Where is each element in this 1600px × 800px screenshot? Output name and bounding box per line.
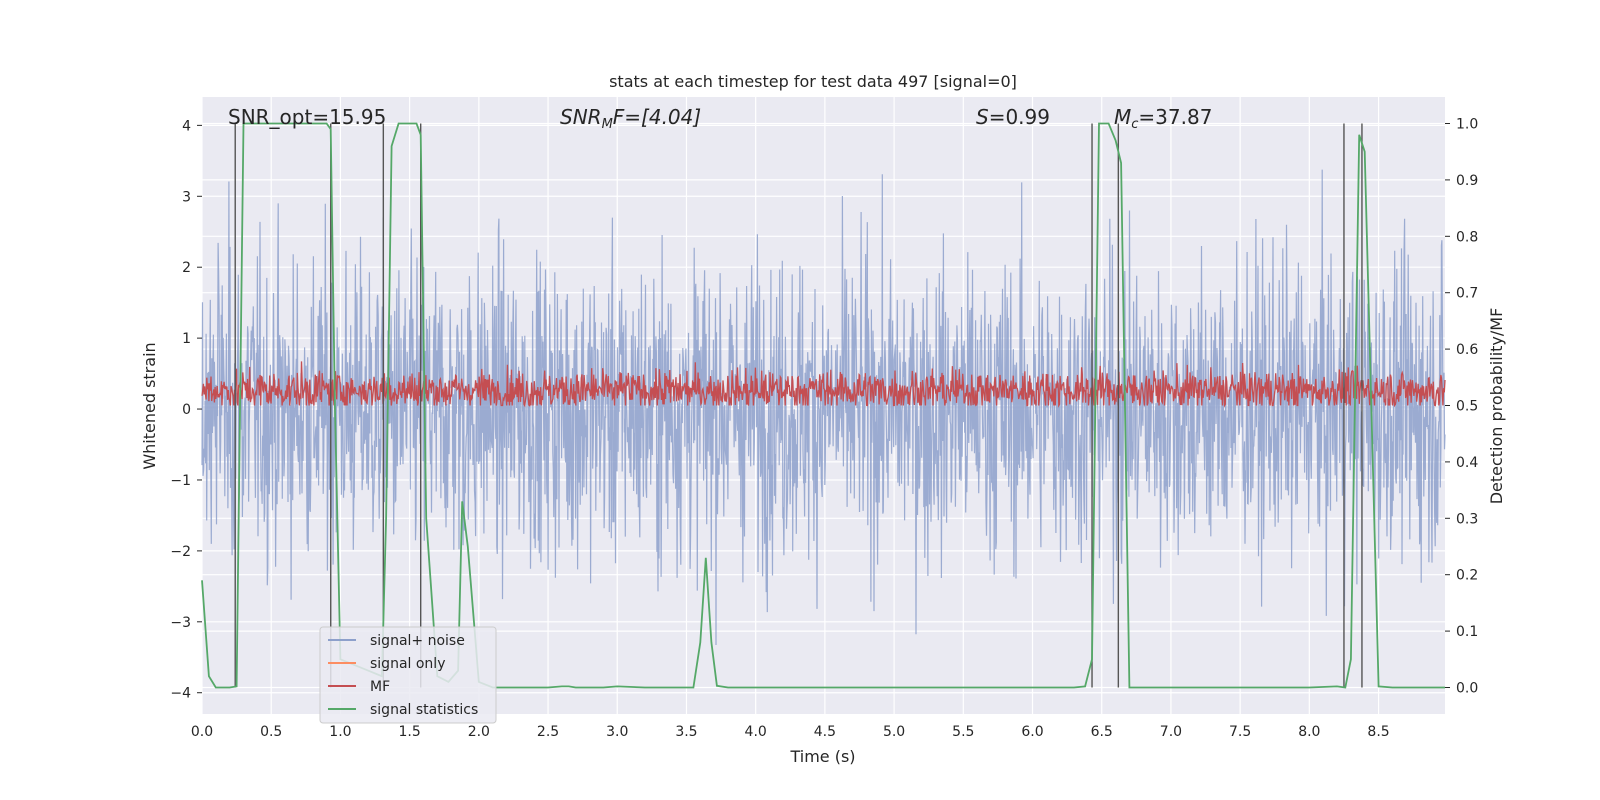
x-tick-label: 2.0 <box>468 724 490 740</box>
y-tick-label: 0 <box>182 402 191 418</box>
x-tick-label: 5.0 <box>883 724 905 740</box>
x-tick-label: 1.0 <box>329 724 351 740</box>
y-right-tick-label: 0.4 <box>1456 455 1478 471</box>
y-tick-label: 4 <box>182 118 191 134</box>
y-axis-right-ticks: 1.0 0.9 0.8 0.7 0.6 0.5 0.4 0.3 0.2 0.1 0.0 <box>1445 117 1478 696</box>
x-tick-label: 8.0 <box>1298 724 1320 740</box>
x-tick-label: 4.5 <box>814 724 836 740</box>
mc-label: M <box>1114 105 1131 129</box>
x-tick-label: 8.5 <box>1367 724 1389 740</box>
y-right-tick-label: 0.2 <box>1456 568 1478 584</box>
legend-entry-noise: signal+ noise <box>370 633 465 649</box>
signal-statistics-series <box>201 122 1445 689</box>
y-axis-right-label: Detection probability/MF <box>1487 308 1506 505</box>
y-tick-label: −2 <box>170 544 191 560</box>
snr-opt-annotation: SNR_opt=15.95 <box>228 105 386 129</box>
signal-statistics-line <box>201 122 1445 689</box>
y-right-tick-label: 0.1 <box>1456 624 1478 640</box>
y-right-tick-label: 0.0 <box>1456 680 1478 696</box>
mf-line <box>201 361 1446 408</box>
s-annotation: S=0.99 <box>976 105 1050 129</box>
x-tick-label: 0.0 <box>191 724 213 740</box>
y-right-tick-label: 1.0 <box>1456 117 1478 133</box>
x-tick-label: 3.5 <box>675 724 697 740</box>
y-tick-label: −3 <box>170 615 191 631</box>
y-tick-label: −4 <box>170 686 191 702</box>
legend-entry-stats: signal statistics <box>370 702 478 718</box>
y-right-tick-label: 0.7 <box>1456 286 1478 302</box>
y-right-tick-label: 0.5 <box>1456 399 1478 415</box>
y-right-tick-label: 0.9 <box>1456 173 1478 189</box>
x-tick-label: 2.5 <box>537 724 559 740</box>
y-tick-label: 2 <box>182 260 191 276</box>
mc-annotation: Mc=37.87 <box>1114 105 1212 132</box>
mf-series <box>201 361 1446 408</box>
x-axis-label: Time (s) <box>789 747 855 766</box>
mc-sub: c <box>1131 117 1138 132</box>
y-axis-ticks: 4 3 2 1 0 −1 −2 −3 −4 <box>170 118 202 702</box>
legend: signal+ noise signal only MF signal stat… <box>319 626 497 724</box>
snr-mf-rest: F=[4.04] <box>613 105 701 129</box>
s-rest: =0.99 <box>989 105 1050 129</box>
x-tick-label: 5.5 <box>952 724 974 740</box>
x-tick-label: 6.0 <box>1021 724 1043 740</box>
snr-mf-sub: M <box>602 117 613 132</box>
chart-title: stats at each timestep for test data 497… <box>609 72 1017 91</box>
x-axis-ticks: 0.0 0.5 1.0 1.5 2.0 2.5 3.0 3.5 4.0 4.5 5.0 5.5 6.0 6… <box>191 724 1390 740</box>
snr-mf-annotation: SNRMF=[4.04] <box>560 105 701 132</box>
x-tick-label: 1.5 <box>398 724 420 740</box>
y-right-tick-label: 0.3 <box>1456 511 1478 527</box>
y-right-tick-label: 0.8 <box>1456 229 1478 245</box>
x-tick-label: 3.0 <box>606 724 628 740</box>
x-tick-label: 4.0 <box>745 724 767 740</box>
x-tick-label: 0.5 <box>260 724 282 740</box>
x-tick-label: 7.0 <box>1160 724 1182 740</box>
mc-rest: =37.87 <box>1138 105 1212 129</box>
y-tick-label: 1 <box>182 331 191 347</box>
x-tick-label: 6.5 <box>1091 724 1113 740</box>
y-right-tick-label: 0.6 <box>1456 342 1478 358</box>
y-axis-label: Whitened strain <box>140 342 159 469</box>
legend-box <box>319 626 497 724</box>
y-tick-label: 3 <box>182 189 191 205</box>
x-tick-label: 7.5 <box>1229 724 1251 740</box>
s-label: S <box>976 105 989 129</box>
legend-entry-signal-only: signal only <box>370 656 445 672</box>
snr-mf-label: SNR <box>560 105 602 129</box>
legend-entry-mf: MF <box>370 679 390 695</box>
y-tick-label: −1 <box>170 473 191 489</box>
